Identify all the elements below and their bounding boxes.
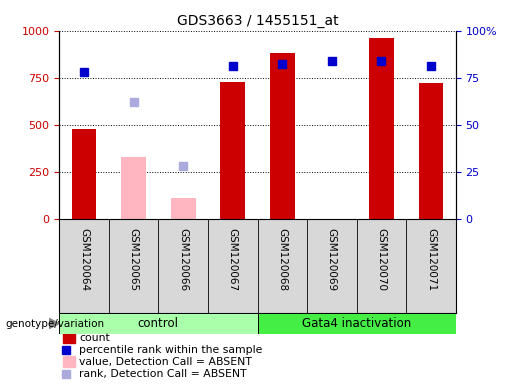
Text: GSM120066: GSM120066 bbox=[178, 228, 188, 291]
Text: rank, Detection Call = ABSENT: rank, Detection Call = ABSENT bbox=[79, 369, 247, 379]
Bar bbox=[220, 81, 245, 219]
Bar bbox=[258, 313, 456, 334]
Text: GSM120068: GSM120068 bbox=[277, 228, 287, 291]
Text: Gata4 inactivation: Gata4 inactivation bbox=[302, 317, 411, 330]
Text: genotype/variation: genotype/variation bbox=[5, 318, 104, 329]
Text: GSM120069: GSM120069 bbox=[327, 228, 337, 291]
Bar bbox=[63, 356, 75, 367]
Bar bbox=[59, 313, 258, 334]
Bar bbox=[171, 198, 196, 219]
Text: GSM120070: GSM120070 bbox=[376, 228, 386, 291]
Text: GSM120065: GSM120065 bbox=[129, 228, 139, 291]
Bar bbox=[121, 157, 146, 219]
Text: percentile rank within the sample: percentile rank within the sample bbox=[79, 344, 263, 354]
Title: GDS3663 / 1455151_at: GDS3663 / 1455151_at bbox=[177, 14, 338, 28]
Bar bbox=[419, 83, 443, 219]
Text: control: control bbox=[138, 317, 179, 330]
Polygon shape bbox=[49, 318, 59, 329]
Text: GSM120067: GSM120067 bbox=[228, 228, 238, 291]
Text: value, Detection Call = ABSENT: value, Detection Call = ABSENT bbox=[79, 356, 252, 367]
Bar bbox=[270, 53, 295, 219]
Bar bbox=[63, 332, 75, 343]
Bar bbox=[72, 129, 96, 219]
Text: GSM120064: GSM120064 bbox=[79, 228, 89, 291]
Bar bbox=[369, 38, 394, 219]
Text: GSM120071: GSM120071 bbox=[426, 228, 436, 291]
Text: count: count bbox=[79, 333, 110, 343]
